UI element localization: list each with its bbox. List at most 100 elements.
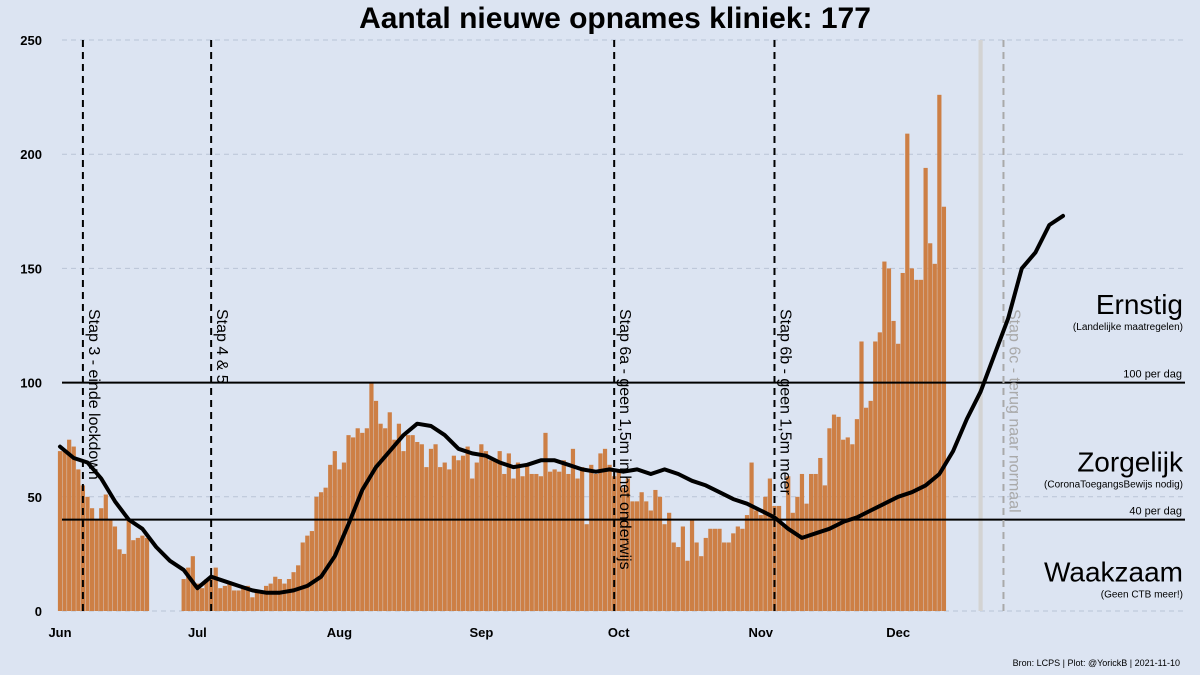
bar — [460, 455, 466, 611]
bar — [795, 496, 800, 611]
bar — [415, 441, 420, 611]
bar — [410, 435, 415, 611]
bar — [799, 473, 805, 611]
bar — [845, 437, 850, 611]
bar — [557, 471, 562, 611]
bar — [117, 549, 122, 611]
bar — [314, 496, 319, 611]
bar — [790, 512, 795, 611]
bar — [236, 590, 241, 611]
bar — [103, 494, 108, 611]
bar — [534, 473, 539, 611]
bar — [625, 478, 631, 611]
bar — [818, 457, 823, 611]
bar — [575, 478, 580, 611]
bar — [552, 469, 557, 611]
bar — [822, 485, 827, 611]
bar — [648, 510, 653, 611]
bar — [337, 469, 342, 611]
bar — [937, 94, 942, 612]
bar — [222, 585, 227, 611]
bar — [598, 453, 603, 611]
y-axis: 0 50 100 150 200 250 — [20, 33, 42, 619]
bar — [250, 597, 255, 611]
bar — [859, 341, 864, 611]
bar — [282, 583, 287, 611]
bar — [918, 279, 924, 611]
bar — [831, 414, 837, 611]
bar — [758, 515, 763, 611]
bar — [99, 508, 104, 611]
bar — [351, 437, 356, 611]
bar — [470, 478, 475, 611]
x-tick-label: Aug — [327, 625, 352, 640]
bar — [744, 515, 750, 611]
bar — [644, 501, 649, 611]
bar — [735, 526, 740, 611]
bar — [543, 432, 548, 611]
y-tick-label: 200 — [20, 147, 42, 162]
rolling-average-line — [58, 213, 1065, 595]
bar — [639, 492, 644, 611]
bar — [731, 533, 736, 611]
zone-name: Waakzaam — [1044, 556, 1183, 587]
bar — [328, 464, 333, 611]
rolling-average — [58, 213, 1065, 595]
bar — [538, 476, 543, 611]
bar — [749, 462, 754, 611]
bar — [213, 567, 218, 611]
bar — [914, 279, 919, 611]
bar — [909, 268, 914, 611]
bar — [703, 537, 708, 611]
bar — [616, 469, 621, 611]
bar — [451, 455, 456, 611]
threshold-lines: 100 per dag 40 per dag — [62, 369, 1185, 521]
bar — [62, 451, 67, 611]
bar — [218, 588, 223, 611]
bar — [905, 133, 910, 612]
bar — [131, 540, 136, 611]
bar — [392, 439, 397, 611]
bar — [264, 585, 269, 611]
bar — [602, 448, 608, 611]
bar — [401, 451, 406, 611]
event-label: Stap 6b - geen 1,5m meer — [776, 309, 793, 496]
bar — [140, 535, 145, 611]
bar — [589, 464, 594, 611]
bar — [685, 560, 690, 611]
bar — [245, 585, 250, 611]
bar — [135, 537, 140, 611]
event-label: Stap 3 - einde lockdown — [85, 309, 102, 480]
bar — [680, 526, 685, 611]
x-tick-label: Dec — [886, 625, 910, 640]
bar — [474, 462, 479, 611]
bar — [465, 446, 470, 611]
bar — [593, 473, 598, 611]
bar — [754, 510, 759, 611]
bar — [268, 583, 273, 611]
bar — [71, 446, 76, 611]
bar — [854, 419, 860, 611]
bar — [694, 542, 699, 611]
x-axis: Jun Jul Aug Sep Oct Nov Dec — [48, 625, 910, 640]
bar — [900, 272, 905, 611]
bar — [419, 444, 424, 611]
bar — [882, 261, 887, 611]
bar — [318, 492, 324, 611]
zone-labels: Ernstig (Landelijke maatregelen) Zorgelijk… — [1044, 289, 1184, 600]
bar — [607, 464, 612, 611]
bar — [836, 416, 841, 611]
bar — [112, 526, 118, 611]
bar — [254, 590, 260, 611]
bar — [231, 590, 237, 611]
bar — [108, 519, 113, 611]
bar — [781, 526, 786, 611]
bar — [813, 473, 818, 611]
bar — [144, 537, 150, 611]
bar — [850, 444, 855, 611]
bar — [932, 263, 937, 611]
bar — [488, 460, 493, 611]
bar — [667, 512, 672, 611]
bar — [57, 451, 63, 611]
event-label: Stap 4 & 5 — [213, 309, 230, 384]
